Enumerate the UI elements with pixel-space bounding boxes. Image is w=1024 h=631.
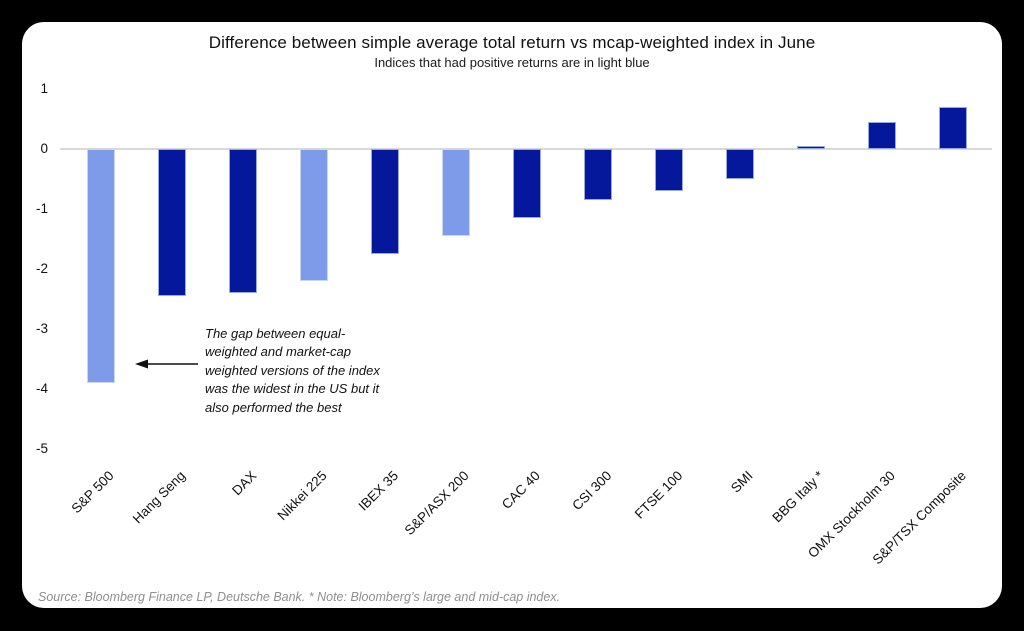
annotation-text: The gap between equal- weighted and mark… <box>205 326 380 415</box>
x-axis-label: IBEX 35 <box>355 468 402 514</box>
y-tick-label: 0 <box>40 140 48 156</box>
x-axis-label: S&P/ASX 200 <box>402 468 473 539</box>
bar-dax <box>228 148 257 293</box>
bar-omx-stockholm-30 <box>867 121 896 149</box>
bar-ibex-35 <box>370 148 399 254</box>
x-axis-label: CAC 40 <box>499 468 544 513</box>
x-axis-label: S&P 500 <box>68 468 118 517</box>
chart-subtitle: Indices that had positive returns are in… <box>374 55 650 70</box>
chart-title: Difference between simple average total … <box>208 33 816 52</box>
bar-bbg-italy <box>796 145 825 149</box>
bar-s-p-tsx-composite <box>938 106 967 149</box>
x-axis-label: Hang Seng <box>129 468 189 527</box>
bar-csi-300 <box>583 148 612 200</box>
bar-ftse-100 <box>654 148 683 191</box>
bar-nikkei-225 <box>299 148 328 281</box>
bar-hang-seng <box>157 148 186 296</box>
y-tick-label: -3 <box>35 320 48 336</box>
x-axis-label: DAX <box>228 468 260 499</box>
y-tick-label: -1 <box>35 200 48 216</box>
bar-s-p-asx-200 <box>441 148 470 236</box>
x-axis-label: CSI 300 <box>569 468 615 514</box>
x-axis-label: BBG Italy * <box>769 468 828 526</box>
annotation-arrow-icon <box>135 359 198 369</box>
source-note: Source: Bloomberg Finance LP, Deutsche B… <box>38 590 561 604</box>
y-tick-label: -2 <box>35 260 48 276</box>
x-axis-label: Nikkei 225 <box>274 468 331 524</box>
plot-area: The gap between equal- weighted and mark… <box>22 22 1002 608</box>
x-axis-label: SMI <box>728 468 757 496</box>
bar-cac-40 <box>512 148 541 218</box>
x-axis-label: FTSE 100 <box>631 468 686 522</box>
y-tick-label: -5 <box>35 440 48 456</box>
y-tick-label: 1 <box>40 80 48 96</box>
bar-s-p-500 <box>86 148 115 383</box>
y-tick-label: -4 <box>35 380 48 396</box>
chart-card: Difference between simple average total … <box>22 22 1002 608</box>
bar-smi <box>725 148 754 179</box>
